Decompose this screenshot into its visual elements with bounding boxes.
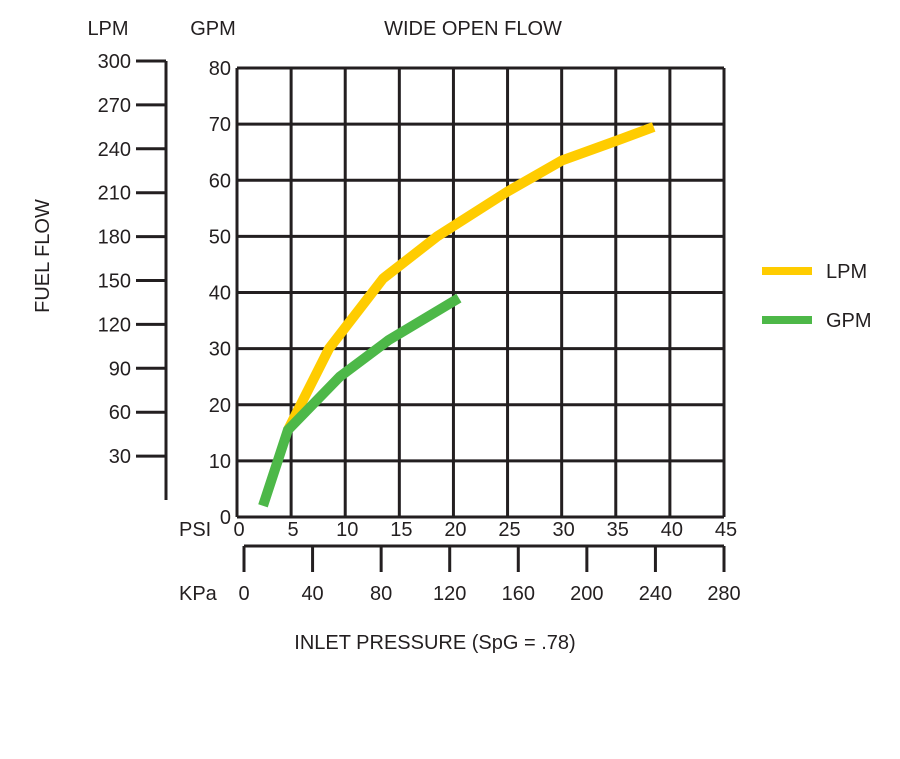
kpa-tick-label: 240: [639, 583, 672, 605]
kpa-axis-unit: KPa: [179, 583, 218, 605]
legend-label-gpm: GPM: [826, 310, 872, 332]
kpa-tick-label: 0: [238, 583, 249, 605]
psi-axis-unit: PSI: [179, 519, 211, 541]
psi-tick-label: 45: [715, 519, 737, 541]
legend-label-lpm: LPM: [826, 261, 867, 283]
psi-tick-label: 35: [607, 519, 629, 541]
lpm-tick-label: 90: [109, 358, 131, 380]
gpm-tick-label: 60: [209, 170, 231, 192]
series: [258, 122, 656, 508]
gpm-tick-label: 20: [209, 395, 231, 417]
gpm-tick-label: 50: [209, 226, 231, 248]
psi-tick-label: 30: [553, 519, 575, 541]
gpm-tick-label: 10: [209, 451, 231, 473]
lpm-tick-label: 60: [109, 402, 131, 424]
lpm-tick-label: 300: [98, 51, 131, 73]
gpm-tick-label: 70: [209, 114, 231, 136]
psi-tick-label: 0: [233, 519, 244, 541]
kpa-tick-label: 200: [570, 583, 603, 605]
lpm-axis-unit: LPM: [87, 18, 128, 40]
y-axis-label: FUEL FLOW: [32, 199, 54, 313]
psi-tick-label: 20: [444, 519, 466, 541]
kpa-tick-label: 280: [707, 583, 740, 605]
psi-tick-label: 25: [498, 519, 520, 541]
kpa-tick-label: 120: [433, 583, 466, 605]
psi-tick-label: 15: [390, 519, 412, 541]
lpm-tick-label: 120: [98, 314, 131, 336]
chart-title: WIDE OPEN FLOW: [384, 18, 562, 40]
gpm-tick-label: 30: [209, 339, 231, 361]
psi-tick-label: 5: [288, 519, 299, 541]
kpa-tick-label: 40: [301, 583, 323, 605]
gpm-axis-unit: GPM: [190, 18, 236, 40]
psi-tick-label: 40: [661, 519, 683, 541]
lpm-tick-label: 270: [98, 95, 131, 117]
psi-tick-label: 10: [336, 519, 358, 541]
gpm-tick-label: 80: [209, 58, 231, 80]
x-axis-label: INLET PRESSURE (SpG = .78): [294, 632, 575, 654]
lpm-tick-label: 210: [98, 183, 131, 205]
legend: LPM GPM: [762, 261, 872, 332]
series-line-lpm: [283, 122, 656, 433]
gpm-tick-label: 40: [209, 283, 231, 305]
lpm-tick-label: 240: [98, 139, 131, 161]
tick-labels: 8070605040302010030027024021018015012090…: [98, 51, 741, 605]
lpm-tick-label: 180: [98, 227, 131, 249]
lpm-tick-label: 150: [98, 271, 131, 293]
gpm-tick-label: 0: [220, 507, 231, 529]
lpm-tick-label: 30: [109, 446, 131, 468]
kpa-tick-label: 160: [502, 583, 535, 605]
axes: [136, 59, 726, 572]
grid: [235, 66, 726, 519]
kpa-tick-label: 80: [370, 583, 392, 605]
series-line-gpm: [258, 293, 462, 508]
